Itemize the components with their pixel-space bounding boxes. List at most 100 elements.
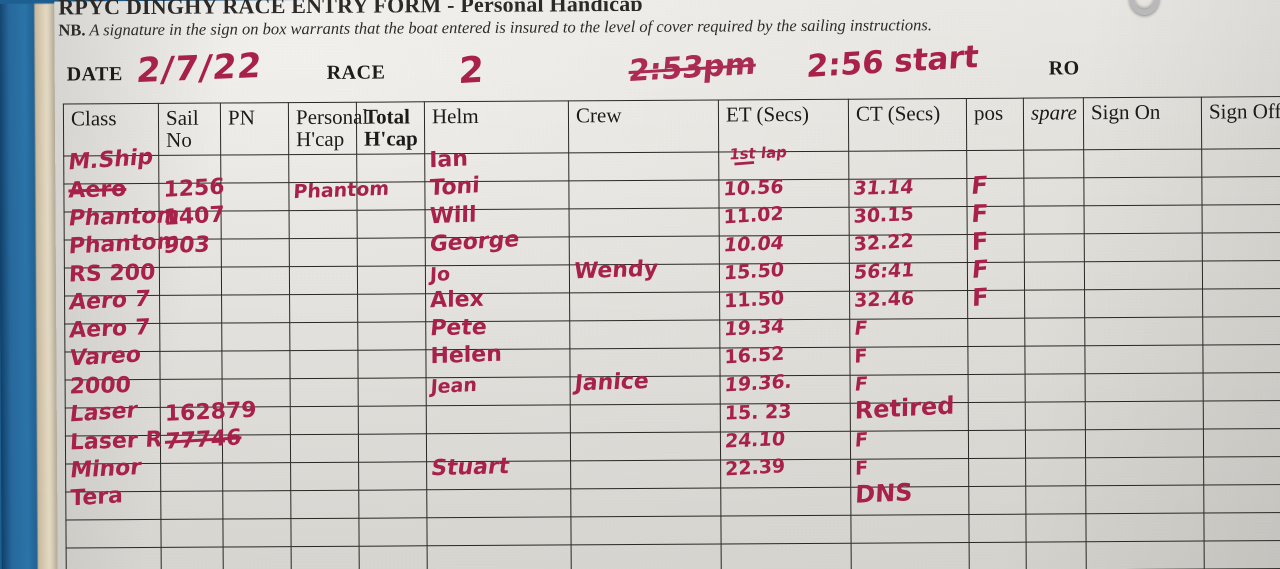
cell-personal-hcap[interactable] bbox=[289, 294, 358, 323]
cell-sign-on[interactable] bbox=[1085, 429, 1204, 458]
cell-helm[interactable] bbox=[427, 544, 572, 569]
cell-sail-no[interactable] bbox=[160, 463, 223, 492]
cell-ct[interactable]: Retired bbox=[850, 391, 969, 432]
cell-sail-no[interactable]: 77746 bbox=[160, 425, 242, 464]
cell-pos[interactable] bbox=[968, 458, 1026, 487]
cell-pn[interactable] bbox=[220, 182, 290, 212]
cell-class[interactable] bbox=[65, 519, 162, 549]
cell-pos[interactable] bbox=[968, 486, 1026, 515]
cell-sign-off[interactable] bbox=[1202, 204, 1280, 234]
cell-helm[interactable] bbox=[426, 488, 571, 518]
cell-sign-off[interactable] bbox=[1203, 400, 1280, 430]
cell-pos[interactable]: F bbox=[967, 283, 1025, 319]
cell-pn[interactable] bbox=[221, 210, 290, 240]
cell-total-hcap[interactable] bbox=[357, 237, 426, 267]
cell-total-hcap[interactable] bbox=[358, 517, 428, 547]
cell-ct[interactable]: F bbox=[849, 317, 968, 348]
cell-pn[interactable] bbox=[222, 434, 291, 464]
cell-crew[interactable] bbox=[568, 152, 719, 181]
cell-total-hcap[interactable] bbox=[358, 405, 427, 435]
cell-pn[interactable] bbox=[221, 294, 290, 324]
cell-personal-hcap[interactable] bbox=[290, 462, 359, 491]
cell-sign-on[interactable] bbox=[1084, 205, 1203, 234]
cell-et[interactable] bbox=[720, 515, 852, 545]
cell-ct[interactable]: F bbox=[849, 345, 969, 376]
cell-class[interactable]: Tera bbox=[65, 483, 161, 521]
cell-sign-on[interactable] bbox=[1084, 261, 1203, 290]
cell-personal-hcap[interactable] bbox=[289, 322, 358, 351]
cell-pn[interactable] bbox=[221, 350, 291, 380]
cell-sail-no[interactable] bbox=[159, 267, 222, 296]
cell-pn[interactable] bbox=[223, 546, 292, 569]
cell-pos[interactable] bbox=[967, 346, 1026, 375]
cell-personal-hcap[interactable] bbox=[289, 266, 358, 295]
cell-spare[interactable] bbox=[1025, 513, 1087, 543]
race-value[interactable]: 2 bbox=[457, 49, 485, 93]
cell-crew[interactable] bbox=[571, 544, 722, 569]
cell-personal-hcap[interactable] bbox=[289, 350, 359, 379]
cell-sail-no[interactable] bbox=[160, 491, 223, 520]
cell-helm[interactable]: Jean bbox=[426, 374, 571, 406]
cell-sign-on[interactable] bbox=[1085, 457, 1204, 486]
cell-sign-off[interactable] bbox=[1203, 484, 1280, 514]
cell-pn[interactable] bbox=[221, 238, 290, 268]
cell-ct[interactable] bbox=[848, 150, 967, 180]
cell-et[interactable]: 10.56 bbox=[718, 176, 850, 209]
cell-et[interactable]: 15.50 bbox=[719, 259, 850, 293]
cell-personal-hcap[interactable] bbox=[290, 518, 360, 547]
cell-pn[interactable] bbox=[222, 518, 292, 548]
cell-crew[interactable] bbox=[569, 292, 720, 321]
cell-spare[interactable] bbox=[1023, 149, 1084, 179]
cell-pn[interactable] bbox=[221, 322, 290, 352]
cell-sign-on[interactable] bbox=[1086, 541, 1205, 569]
cell-helm[interactable]: George bbox=[425, 227, 570, 266]
cell-ct[interactable]: DNS bbox=[850, 478, 969, 516]
cell-total-hcap[interactable] bbox=[357, 349, 427, 379]
cell-sign-on[interactable] bbox=[1084, 317, 1203, 346]
cell-et[interactable]: 24.10 bbox=[720, 428, 851, 461]
cell-sign-on[interactable] bbox=[1085, 401, 1204, 430]
cell-sign-off[interactable] bbox=[1203, 512, 1280, 542]
cell-total-hcap[interactable] bbox=[357, 265, 426, 295]
cell-sail-no[interactable] bbox=[159, 323, 222, 352]
cell-personal-hcap[interactable]: Phantom bbox=[288, 178, 390, 211]
cell-ct[interactable] bbox=[851, 542, 970, 569]
cell-pos[interactable] bbox=[968, 430, 1026, 459]
cell-personal-hcap[interactable] bbox=[290, 434, 359, 463]
cell-sail-no[interactable] bbox=[160, 519, 224, 548]
cell-helm[interactable]: Stuart bbox=[426, 454, 571, 490]
cell-pos[interactable] bbox=[967, 318, 1025, 347]
cell-pn[interactable] bbox=[222, 490, 291, 520]
cell-sign-off[interactable] bbox=[1203, 456, 1280, 486]
date-value[interactable]: 2/7/22 bbox=[134, 45, 265, 92]
cell-personal-hcap[interactable] bbox=[290, 378, 359, 407]
cell-crew[interactable] bbox=[569, 320, 720, 349]
cell-total-hcap[interactable] bbox=[356, 181, 426, 211]
cell-sign-off[interactable] bbox=[1202, 288, 1280, 318]
cell-spare[interactable] bbox=[1024, 205, 1085, 235]
cell-crew[interactable] bbox=[570, 432, 721, 461]
cell-sail-no[interactable] bbox=[159, 351, 223, 380]
cell-spare[interactable] bbox=[1025, 373, 1086, 403]
cell-crew[interactable] bbox=[570, 404, 721, 433]
cell-pos[interactable] bbox=[968, 514, 1027, 543]
cell-sign-on[interactable] bbox=[1085, 513, 1205, 542]
cell-personal-hcap[interactable] bbox=[291, 546, 360, 569]
cell-spare[interactable] bbox=[1023, 177, 1085, 207]
cell-total-hcap[interactable] bbox=[357, 209, 426, 239]
cell-spare[interactable] bbox=[1024, 289, 1085, 319]
cell-total-hcap[interactable] bbox=[357, 321, 426, 351]
cell-sign-off[interactable] bbox=[1201, 176, 1280, 206]
cell-sign-off[interactable] bbox=[1204, 540, 1280, 569]
cell-personal-hcap[interactable] bbox=[289, 238, 358, 267]
cell-sign-off[interactable] bbox=[1202, 344, 1280, 374]
cell-sign-on[interactable] bbox=[1085, 485, 1204, 514]
cell-helm[interactable] bbox=[426, 404, 571, 434]
cell-sign-on[interactable] bbox=[1084, 233, 1203, 262]
cell-total-hcap[interactable] bbox=[358, 461, 427, 491]
cell-sail-no[interactable] bbox=[159, 295, 222, 324]
cell-ct[interactable]: 32.46 bbox=[849, 288, 968, 320]
cell-helm[interactable] bbox=[426, 516, 572, 546]
cell-sign-off[interactable] bbox=[1202, 260, 1280, 290]
cell-personal-hcap[interactable] bbox=[290, 490, 359, 519]
